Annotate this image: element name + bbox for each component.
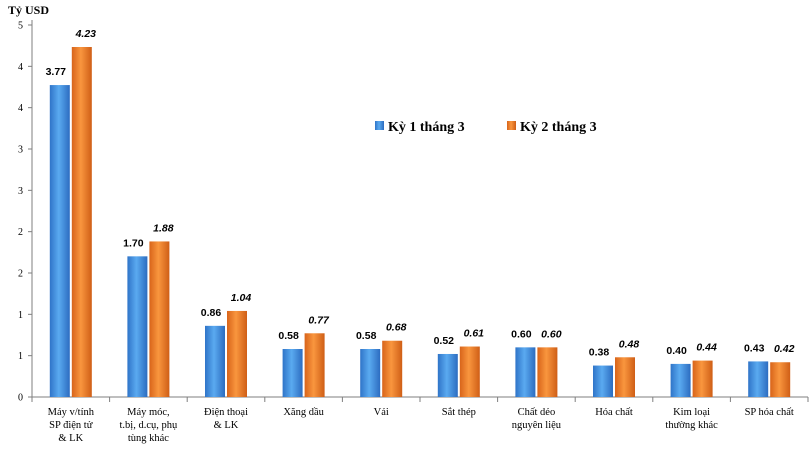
y-tick-label: 5 (18, 21, 23, 32)
bar-ky1 (670, 363, 691, 397)
bar-ky1 (360, 349, 381, 397)
data-label-ky1: 0.38 (589, 347, 610, 359)
data-label-ky2: 0.61 (464, 328, 485, 340)
data-label-ky2: 0.68 (386, 322, 407, 334)
y-tick-label: 0 (18, 393, 23, 404)
data-label-ky1: 0.52 (434, 335, 455, 347)
data-label-ky1: 3.77 (46, 66, 67, 78)
category-label: Vải (374, 407, 389, 418)
y-tick-label: 1 (18, 310, 23, 321)
data-label-ky2: 0.42 (774, 343, 795, 355)
category-label: & LK (58, 433, 83, 444)
category-labels: Máy v/tính SP điện tử & LK Máy móc, t.bị, d.… (48, 407, 794, 444)
bar-ky2 (459, 346, 480, 397)
bar-ky2 (692, 360, 713, 397)
y-tick-label: 4 (18, 62, 23, 73)
data-label-ky1: 0.40 (666, 345, 687, 357)
data-label-ky1: 0.58 (278, 330, 299, 342)
category-label: Chất dẻo (518, 407, 556, 418)
bar-ky1 (49, 85, 70, 397)
data-label-ky2: 1.88 (153, 222, 174, 234)
legend-label-ky2: Kỳ 2 tháng 3 (520, 120, 597, 135)
y-tick-label: 2 (18, 269, 23, 280)
category-label: Sắt thép (442, 407, 476, 418)
legend-swatch-ky1 (375, 121, 384, 130)
data-label-ky1: 0.58 (356, 330, 377, 342)
bar-ky2 (227, 310, 247, 397)
category-label: SP điện tử (49, 420, 93, 431)
bar-ky1 (515, 347, 536, 397)
bar-ky2 (304, 333, 325, 397)
category-label: Máy v/tính (48, 407, 95, 418)
legend-swatch-ky2 (507, 121, 516, 130)
y-tick-label: 3 (18, 186, 23, 197)
bar-ky1 (127, 256, 148, 397)
y-tick-label: 4 (18, 103, 23, 114)
bar-ky1 (593, 365, 613, 397)
y-axis-label: Tỷ USD (8, 3, 49, 17)
category-label: t.bị, d.cụ, phụ (120, 420, 178, 431)
bar-ky2 (382, 340, 403, 397)
data-label-ky2: 4.23 (75, 28, 97, 40)
category-label: nguyên liệu (512, 420, 562, 431)
bar-ky1 (282, 349, 303, 397)
data-label-ky2: 1.04 (231, 292, 252, 304)
data-label-ky1: 0.86 (201, 307, 222, 319)
y-tick-label: 1 (18, 351, 23, 362)
data-label-ky2: 0.60 (541, 328, 562, 340)
bar-ky1 (748, 361, 769, 397)
legend: Kỳ 1 tháng 3 Kỳ 2 tháng 3 (375, 120, 597, 135)
data-label-ky1: 0.60 (511, 328, 532, 340)
category-label: Điện thoại (204, 407, 248, 418)
bar-ky2 (71, 47, 92, 397)
bar-ky2 (615, 357, 635, 397)
bar-ky1 (437, 353, 458, 397)
bars: 3.77 4.23 1.70 1.88 0.86 1.04 0.58 0.77 0.58 0.68… (46, 28, 795, 397)
legend-label-ky1: Kỳ 1 tháng 3 (388, 120, 465, 135)
y-tick-label: 3 (18, 145, 23, 156)
bar-ky1 (205, 325, 225, 397)
category-label: Xăng dầu (283, 407, 324, 418)
data-label-ky1: 1.70 (123, 237, 144, 249)
category-label: SP hóa chất (745, 407, 794, 418)
category-label: Máy móc, (127, 407, 170, 418)
bar-ky2 (537, 347, 558, 397)
data-label-ky2: 0.44 (696, 342, 717, 354)
bar-ky2 (770, 362, 791, 397)
data-label-ky2: 0.48 (619, 338, 640, 350)
data-label-ky2: 0.77 (308, 314, 330, 326)
category-label: Hóa chất (595, 407, 633, 418)
category-label: thường khác (665, 420, 718, 431)
category-label: tùng khác (128, 433, 169, 444)
category-label: & LK (214, 420, 239, 431)
category-label: Kim loại (673, 407, 710, 418)
y-tick-label: 2 (18, 227, 23, 238)
data-label-ky1: 0.43 (744, 342, 765, 354)
bar-ky2 (149, 241, 170, 397)
